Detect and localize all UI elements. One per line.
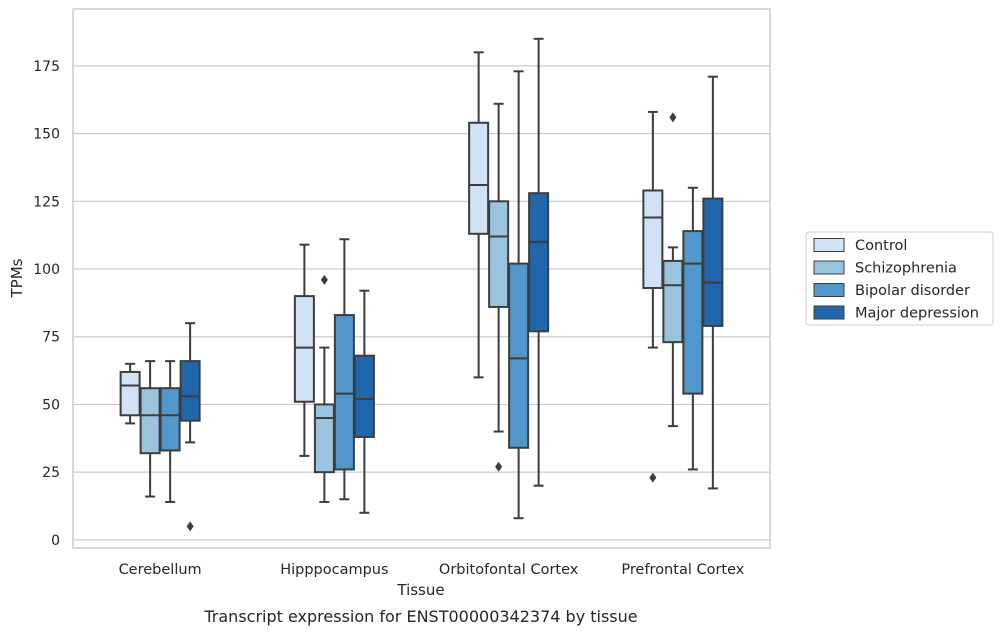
box-iqr (488, 200, 510, 308)
box-group (293, 243, 315, 457)
outlier-point (495, 461, 503, 472)
box-iqr (468, 121, 490, 235)
box-iqr (508, 262, 530, 449)
legend-swatch (813, 238, 845, 252)
box-iqr (313, 403, 335, 474)
y-tick-label: 75 (42, 330, 60, 346)
legend-frame (805, 231, 994, 326)
box-iqr (333, 314, 355, 471)
plot-area-frame (72, 8, 771, 549)
boxes (119, 37, 724, 532)
legend-label: Schizophrenia (855, 261, 957, 277)
y-tick-label: 50 (42, 397, 60, 413)
y-tick-label: 150 (33, 127, 60, 143)
box-group (353, 289, 375, 514)
x-axis-ticks: Cerebellum Hipppocampus Orbitofontal Corte… (119, 562, 745, 578)
y-tick-label: 0 (51, 533, 60, 549)
box-iqr (159, 387, 181, 452)
outlier-point (186, 521, 194, 532)
x-tick-label: Prefrontal Cortex (621, 562, 744, 578)
legend-swatch (813, 260, 845, 275)
legend-swatch (813, 305, 845, 320)
x-tick-label: Orbitofontal Cortex (439, 562, 579, 578)
legend: Control Schizophrenia Bipolar disorder Majo… (805, 231, 994, 326)
y-tick-label: 125 (33, 194, 60, 210)
box-group (508, 70, 530, 520)
box-group (139, 360, 161, 498)
box-iqr (662, 259, 684, 344)
box-iqr (528, 192, 550, 333)
box-iqr (353, 354, 375, 438)
box-iqr (642, 189, 664, 289)
box-iqr (119, 370, 141, 417)
outlier-point (649, 472, 657, 483)
y-tick-label: 100 (33, 262, 60, 278)
box-group (179, 322, 201, 532)
box-iqr (139, 387, 161, 455)
y-tick-label: 175 (33, 59, 60, 75)
chart-caption: Transcript expression for ENST0000034237… (203, 607, 637, 626)
box-group (702, 75, 724, 490)
box-iqr (293, 295, 315, 403)
legend-label: Major depression (855, 306, 979, 322)
legend-label: Control (855, 238, 907, 254)
box-group (119, 362, 141, 425)
box-group (159, 360, 181, 503)
box-group (662, 112, 684, 428)
x-axis-label: Tissue (396, 581, 444, 599)
box-group (333, 238, 355, 501)
box-group (642, 110, 664, 483)
legend-swatch (813, 283, 845, 297)
box-group (682, 186, 704, 471)
y-tick-label: 25 (42, 465, 60, 481)
outlier-point (669, 112, 677, 123)
box-group (468, 51, 490, 379)
y-axis-ticks: 0 25 50 75 100 125 150 175 (33, 59, 60, 549)
box-group (488, 102, 510, 472)
outlier-point (320, 274, 328, 285)
box-iqr (179, 360, 201, 422)
box-group (528, 37, 550, 487)
box-iqr (682, 230, 704, 395)
x-tick-label: Hipppocampus (280, 562, 388, 578)
y-axis-label: TPMs (8, 258, 26, 298)
legend-label: Bipolar disorder (855, 283, 970, 299)
box-group (313, 274, 335, 503)
box-iqr (702, 197, 724, 327)
x-tick-label: Cerebellum (119, 562, 202, 578)
